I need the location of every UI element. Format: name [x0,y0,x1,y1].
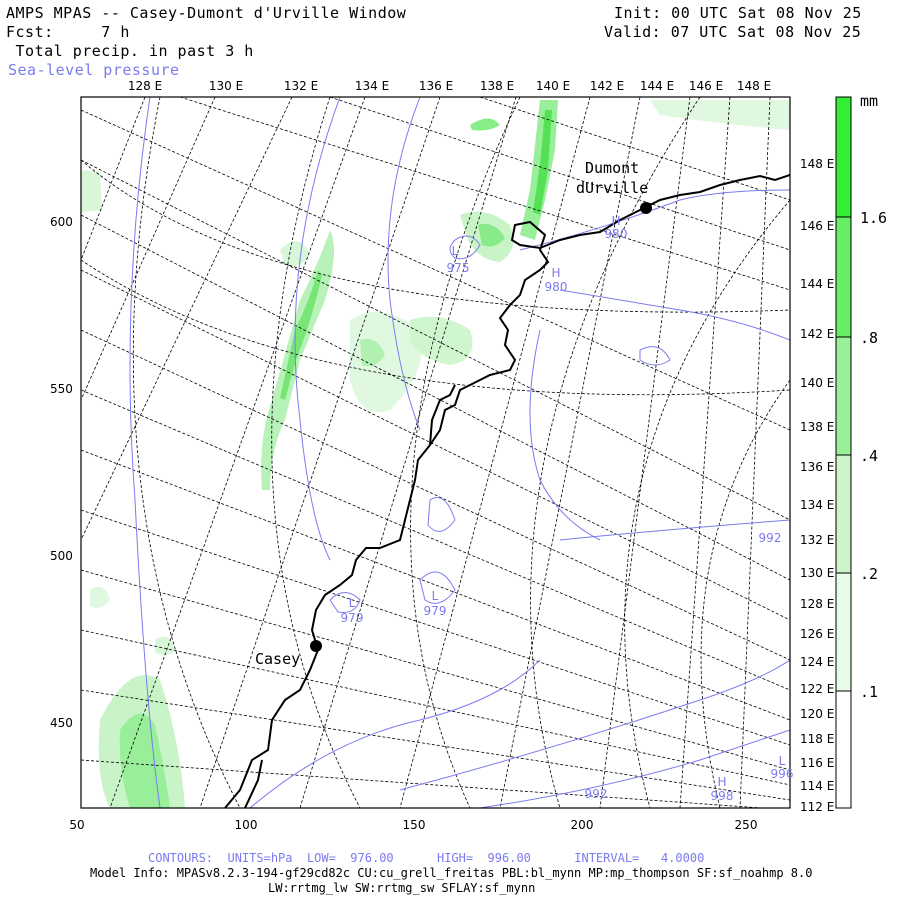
svg-text:200: 200 [571,818,594,832]
svg-text:975: 975 [447,261,470,275]
svg-text:126 E: 126 E [800,627,834,641]
svg-text:116 E: 116 E [800,756,834,770]
model-info-2: LW:rrtmg_lw SW:rrtmg_sw SFLAY:sf_mynn [268,881,536,895]
lon-label: 128 E [128,79,162,93]
svg-text:150: 150 [403,818,426,832]
svg-text:50: 50 [69,818,84,832]
svg-text:142 E: 142 E [800,327,834,341]
lon-label: 136 E [419,79,453,93]
station-dumont-durville: Dumont dUrville [576,159,652,214]
colorbar-unit: mm [860,92,878,110]
pressure-labels: L 975 H 980 H 980 L 979 L 979 992 992 L … [341,214,794,803]
precip-shading [81,100,790,808]
precip-colorbar: mm 1.6 .8 .4 .2 .1 [835,92,887,809]
pressure-contours [129,97,790,808]
svg-text:120 E: 120 E [800,707,834,721]
svg-text:H: H [717,775,726,789]
coastline [224,174,790,808]
svg-text:H: H [551,266,560,280]
colorbar-label: 1.6 [860,209,887,227]
top-lon-labels: 128 E 130 E 132 E 134 E 136 E 138 E 140 … [128,79,771,93]
svg-text:996: 996 [771,767,794,781]
svg-text:L: L [349,596,356,610]
svg-text:118 E: 118 E [800,732,834,746]
station-marker-icon [640,202,652,214]
station-label: Dumont [585,159,639,177]
grid-labels: 600 550 500 450 50 100 150 200 250 [50,215,757,832]
svg-text:979: 979 [341,611,364,625]
colorbar-label: .8 [860,329,878,347]
lon-label: 140 E [536,79,570,93]
lon-label: 144 E [640,79,674,93]
svg-text:112 E: 112 E [800,800,834,814]
svg-text:L: L [452,244,459,258]
svg-text:132 E: 132 E [800,533,834,547]
map-title: AMPS MPAS -- Casey-Dumont d'Urville Wind… [6,4,407,22]
init-time: Init: 00 UTC Sat 08 Nov 25 [614,4,862,22]
right-lon-labels: 148 E 146 E 144 E 142 E 140 E 138 E 136 … [800,157,834,814]
colorbar-label: .4 [860,447,878,465]
lon-label: 142 E [590,79,624,93]
svg-text:128 E: 128 E [800,597,834,611]
svg-text:114 E: 114 E [800,779,834,793]
svg-text:250: 250 [735,818,758,832]
svg-text:500: 500 [50,549,73,563]
lon-label: 132 E [284,79,318,93]
svg-text:992: 992 [759,531,782,545]
svg-text:146 E: 146 E [800,219,834,233]
svg-text:550: 550 [50,382,73,396]
station-casey: Casey [255,640,322,668]
svg-text:122 E: 122 E [800,682,834,696]
svg-text:992: 992 [585,787,608,801]
lon-label: 146 E [689,79,723,93]
station-label: dUrville [576,179,648,197]
field-name: Total precip. in past 3 h [6,42,254,60]
overlay-name: Sea-level pressure [8,61,180,79]
svg-text:600: 600 [50,215,73,229]
svg-text:144 E: 144 E [800,277,834,291]
lon-label: 138 E [480,79,514,93]
svg-text:L: L [779,754,786,768]
svg-text:H: H [611,214,620,228]
map-frame [80,96,791,809]
svg-text:134 E: 134 E [800,498,834,512]
svg-text:L: L [432,589,439,603]
model-info: Model Info: MPASv8.2.3-194-gf29cd82c CU:… [90,866,813,880]
svg-text:998: 998 [711,789,734,803]
svg-text:148 E: 148 E [800,157,834,171]
svg-text:980: 980 [605,227,628,241]
colorbar-label: .1 [860,683,878,701]
svg-text:140 E: 140 E [800,376,834,390]
graticule [81,97,790,808]
station-label: Casey [255,650,300,668]
svg-text:980: 980 [545,280,568,294]
svg-text:130 E: 130 E [800,566,834,580]
contour-info: CONTOURS: UNITS=hPa LOW= 976.00 HIGH= 99… [148,851,705,865]
svg-text:979: 979 [424,604,447,618]
colorbar-label: .2 [860,565,878,583]
lon-label: 148 E [737,79,771,93]
svg-text:136 E: 136 E [800,460,834,474]
lon-label: 130 E [209,79,243,93]
svg-text:450: 450 [50,716,73,730]
valid-time: Valid: 07 UTC Sat 08 Nov 25 [604,23,862,41]
svg-text:138 E: 138 E [800,420,834,434]
lon-label: 134 E [355,79,389,93]
station-marker-icon [310,640,322,652]
svg-text:100: 100 [235,818,258,832]
forecast-hour: Fcst: 7 h [6,23,130,41]
svg-text:124 E: 124 E [800,655,834,669]
